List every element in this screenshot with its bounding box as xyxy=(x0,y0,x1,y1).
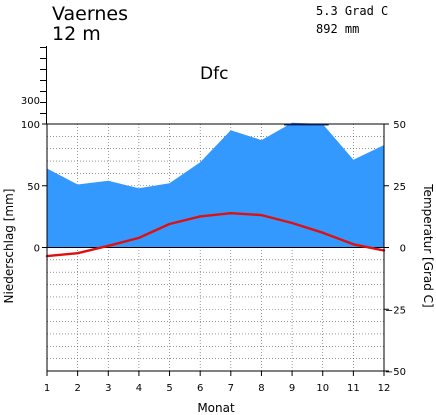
temperature-point xyxy=(198,215,202,218)
upper-scale xyxy=(40,46,47,124)
left-tick-label: 50 xyxy=(27,182,40,193)
climate-classification: Dfc xyxy=(200,64,228,84)
temperature-point xyxy=(168,222,171,226)
station-elevation: 12 m xyxy=(52,23,101,45)
temperature-point xyxy=(107,244,110,247)
right-tick-label: 25 xyxy=(393,182,406,193)
station-name: Vaernes xyxy=(52,3,128,25)
temperature-point xyxy=(260,213,263,217)
x-axis-ticks: 1 2 3 4 5 6 7 8 9 10 11 12 xyxy=(44,371,391,394)
temperature-point xyxy=(290,221,294,225)
temperature-point xyxy=(76,251,79,255)
x-tick-label: 5 xyxy=(166,383,172,394)
right-tick-label: 0 xyxy=(400,244,406,255)
right-axis-title: Temperatur [Grad C] xyxy=(421,183,435,307)
mean-temperature: 5.3 Grad C xyxy=(316,4,388,18)
temperature-point xyxy=(229,211,233,215)
x-tick-label: 1 xyxy=(44,383,50,394)
x-axis-title: Monat xyxy=(197,401,235,415)
x-tick-label: 8 xyxy=(258,383,264,394)
left-tick-label: 0 xyxy=(34,244,40,255)
temperature-line xyxy=(46,211,385,258)
x-tick-label: 10 xyxy=(316,383,329,394)
x-tick-label: 7 xyxy=(228,383,234,394)
x-tick-label: 6 xyxy=(197,383,203,394)
right-tick-label: 50 xyxy=(393,120,406,131)
x-tick-label: 2 xyxy=(74,383,80,394)
right-tick-label: −50 xyxy=(385,367,406,378)
precipitation-series xyxy=(47,122,384,248)
precipitation-area xyxy=(47,122,384,248)
x-tick-label: 4 xyxy=(136,383,142,394)
left-axis-ticks: 300 100 50 0 xyxy=(21,96,47,255)
x-tick-label: 3 xyxy=(105,383,111,394)
left-tick-label: 100 xyxy=(21,120,40,131)
annual-precipitation: 892 mm xyxy=(316,22,359,36)
temperature-point xyxy=(137,236,141,240)
x-tick-label: 9 xyxy=(289,383,295,394)
left-tick-label: 300 xyxy=(21,96,40,107)
right-tick-label: −25 xyxy=(385,305,406,316)
x-tick-label: 11 xyxy=(347,383,360,394)
temperature-point xyxy=(352,243,355,246)
left-axis-title: Niederschlag [mm] xyxy=(2,189,16,304)
right-axis-ticks: 50 25 0 −25 −50 xyxy=(384,120,406,378)
temperature-point xyxy=(321,231,324,234)
x-tick-label: 12 xyxy=(378,383,391,394)
temperature-series xyxy=(45,211,386,258)
